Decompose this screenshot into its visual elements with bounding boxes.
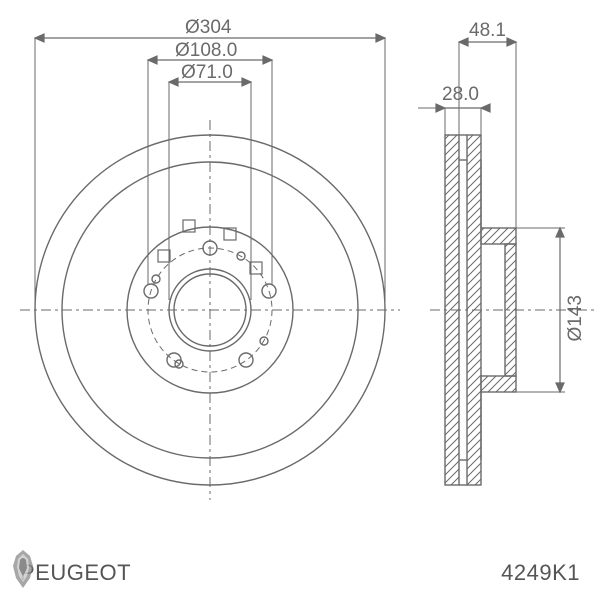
peugeot-lion-icon xyxy=(0,546,46,592)
diagram-area: Ø304 Ø108.0 Ø71.0 xyxy=(0,0,600,540)
dim-hat-diameter: Ø143 xyxy=(565,295,587,341)
dim-hat-depth: 48.1 xyxy=(469,20,506,42)
side-view-svg xyxy=(0,0,600,540)
footer-bar: PEUGEOT 4249K1 xyxy=(0,546,600,600)
part-number: 4249K1 xyxy=(501,560,580,586)
brand-name: PEUGEOT xyxy=(20,560,501,586)
dim-thickness: 28.0 xyxy=(442,84,479,106)
